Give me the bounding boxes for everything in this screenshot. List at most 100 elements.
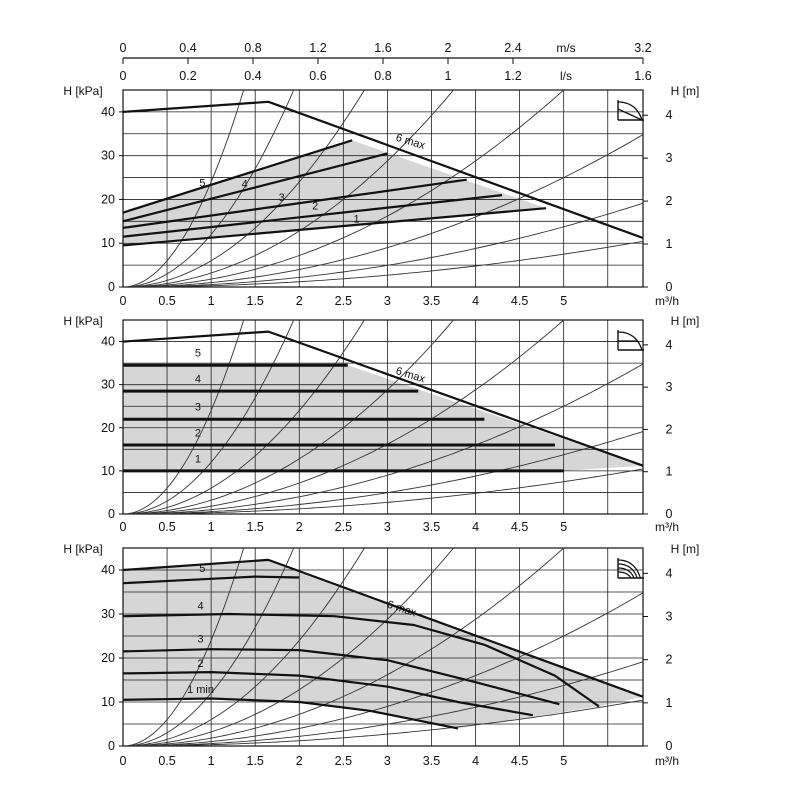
curve-label: 2: [195, 427, 201, 439]
curve-label: 4: [197, 601, 203, 613]
y-left-axis-label: H [kPa]: [63, 314, 102, 328]
x-tick-label: 2: [296, 294, 303, 308]
flow-tick-label: 1: [445, 69, 452, 83]
pump-curve-6-max: [123, 330, 643, 467]
x-tick-label: 0.5: [158, 294, 175, 308]
system-curve: [127, 548, 295, 746]
icon-curve: [617, 559, 641, 579]
pump-curve-6-max: [123, 100, 643, 240]
x-tick-label: 4.5: [511, 520, 528, 534]
velocity-tick-label: 3.2: [634, 41, 651, 55]
operating-range-area: [123, 140, 547, 246]
y-left-tick-label: 10: [101, 695, 115, 709]
velocity-tick-label: 0.8: [244, 41, 261, 55]
curve-label: 2: [312, 201, 318, 213]
system-curve: [127, 320, 565, 514]
x-tick-label: 2.5: [335, 754, 352, 768]
x-tick-label: 0.5: [158, 520, 175, 534]
x-axis-unit: m³/h: [655, 754, 679, 768]
x-tick-label: 3.5: [423, 294, 440, 308]
y-left-axis-label: H [kPa]: [63, 542, 102, 556]
pump-curve-2: [123, 671, 533, 717]
velocity-tick-label: 2.4: [504, 41, 521, 55]
y-left-tick-label: 30: [101, 607, 115, 621]
y-left-tick-label: 0: [108, 507, 115, 521]
x-tick-label: 2: [296, 754, 303, 768]
curve-label: 4: [195, 374, 201, 386]
y-right-axis-label: H [m]: [671, 84, 700, 98]
icon-curve: [617, 563, 638, 579]
system-curve: [127, 548, 365, 746]
system-curve: [127, 320, 455, 514]
x-tick-label: 5: [560, 294, 567, 308]
icon-curve: [617, 567, 635, 579]
y-left-tick-label: 30: [101, 149, 115, 163]
x-tick-label: 1: [208, 294, 215, 308]
velocity-unit-label: m/s: [556, 41, 575, 55]
x-tick-label: 1.5: [247, 294, 264, 308]
plot-frame: [122, 547, 644, 747]
system-curve: [127, 699, 643, 746]
y-left-tick-label: 20: [101, 421, 115, 435]
curve-label: 1 min: [187, 684, 214, 696]
plot-frame: [122, 89, 644, 288]
x-tick-label: 3: [384, 754, 391, 768]
flow-tick-label: 0.6: [309, 69, 326, 83]
x-tick-label: 1: [208, 754, 215, 768]
pump-curve-5: [123, 575, 300, 585]
pump-curve-4: [123, 612, 600, 708]
y-right-tick-label: 1: [666, 465, 673, 479]
flow-tick-label: 1.2: [504, 69, 521, 83]
x-tick-label: 2.5: [335, 294, 352, 308]
y-right-tick-label: 3: [666, 610, 673, 624]
x-tick-label: 3.5: [423, 754, 440, 768]
curve-label: 1: [195, 453, 201, 465]
system-curve: [127, 431, 643, 514]
x-tick-label: 1: [208, 520, 215, 534]
curve-label: 3: [197, 634, 203, 646]
y-right-tick-label: 3: [666, 151, 673, 165]
system-curve: [127, 134, 643, 287]
y-right-axis-label: H [m]: [671, 542, 700, 556]
y-left-tick-label: 40: [101, 563, 115, 577]
constant-pressure-icon: [617, 330, 644, 351]
operating-range-area: [123, 559, 643, 729]
x-tick-label: 0: [120, 294, 127, 308]
system-curve: [127, 548, 455, 746]
y-right-tick-label: 0: [666, 739, 673, 753]
velocity-tick-label: 0.4: [179, 41, 196, 55]
y-left-axis-label: H [kPa]: [63, 84, 102, 98]
curve-label: 5: [199, 563, 205, 575]
flow-tick-label: 0: [120, 69, 127, 83]
system-curve: [127, 661, 643, 746]
velocity-tick-label: 2: [445, 41, 452, 55]
y-left-tick-label: 0: [108, 739, 115, 753]
y-right-tick-label: 4: [666, 338, 673, 352]
system-curve: [127, 320, 245, 514]
pump-curve-4: [123, 152, 388, 223]
flow-unit-label: l/s: [560, 69, 572, 83]
x-tick-label: 5: [560, 520, 567, 534]
y-right-tick-label: 2: [666, 422, 673, 436]
pump-curve-3: [123, 648, 560, 706]
y-left-tick-label: 40: [101, 335, 115, 349]
curve-label: 1: [353, 214, 359, 226]
curve-label: 3: [195, 402, 201, 414]
top-axis: 0 0.4 0.8 1.2 1.6 2 2.4 3.2 m/s 0 0.2 0.4 0.6 0.8 1 1.2…: [120, 41, 652, 83]
system-curve: [127, 90, 455, 287]
flow-tick-label: 0.8: [374, 69, 391, 83]
x-tick-label: 1.5: [247, 754, 264, 768]
curve-label: 3: [279, 192, 285, 204]
pump-curve-1-min: [123, 697, 459, 730]
x-tick-label: 0: [120, 520, 127, 534]
x-tick-label: 4: [472, 520, 479, 534]
x-tick-label: 0.5: [158, 754, 175, 768]
system-curve: [127, 240, 643, 287]
system-curve: [127, 90, 245, 287]
x-axis-unit: m³/h: [655, 294, 679, 308]
velocity-tick-label: 1.6: [374, 41, 391, 55]
x-axis-unit: m³/h: [655, 520, 679, 534]
x-tick-label: 4.5: [511, 754, 528, 768]
curve-label: 5: [195, 348, 201, 360]
